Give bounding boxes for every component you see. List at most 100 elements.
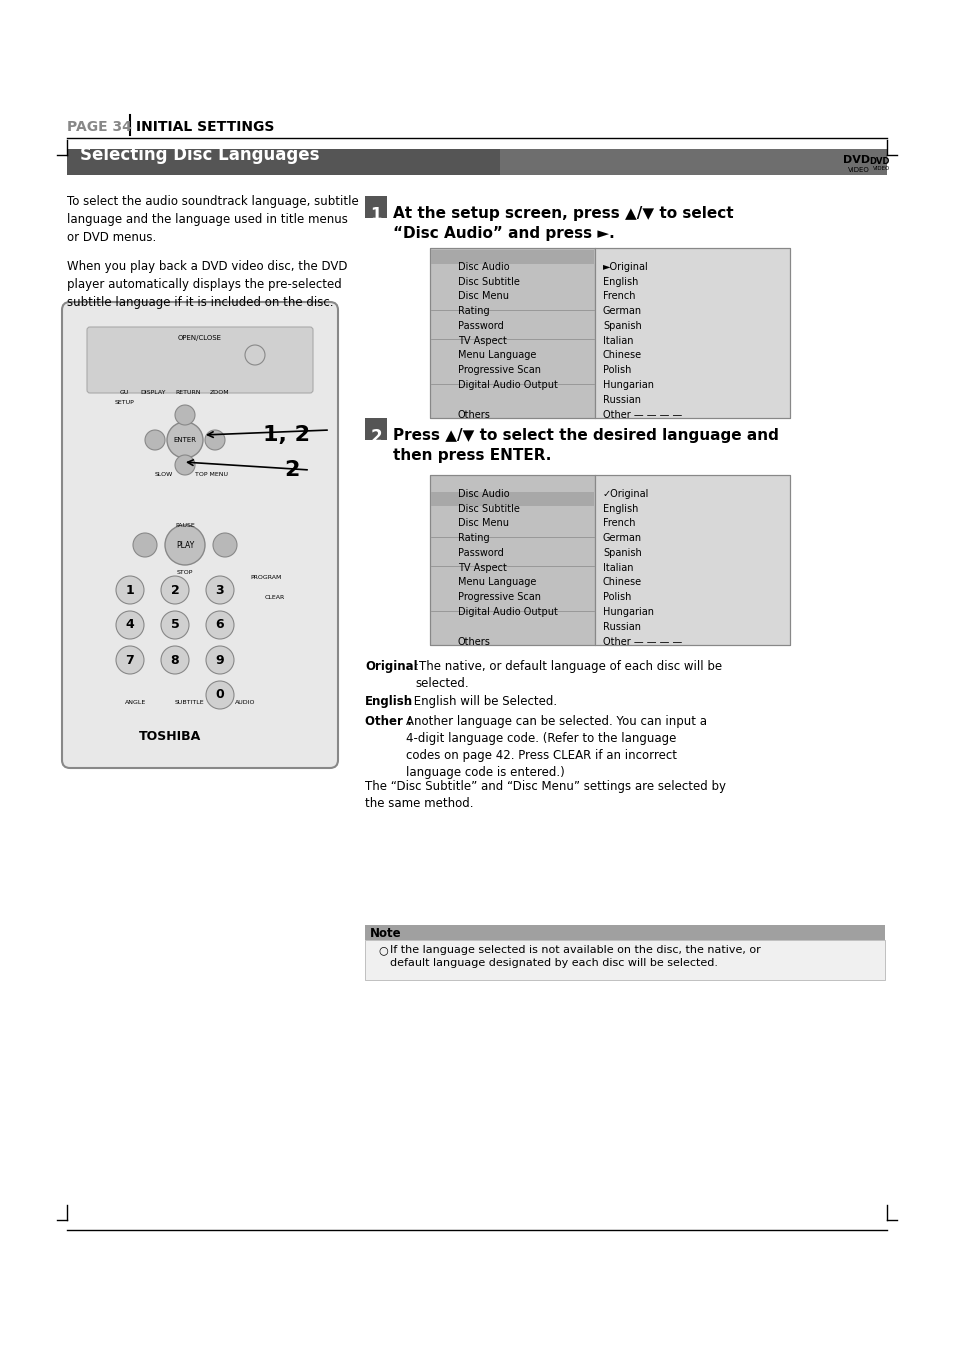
Text: Digital Audio Output: Digital Audio Output xyxy=(457,380,558,390)
Text: Other :: Other : xyxy=(365,715,412,728)
Circle shape xyxy=(116,611,144,639)
Text: PROGRAM: PROGRAM xyxy=(250,576,281,580)
Text: VIDEO: VIDEO xyxy=(872,166,889,172)
Circle shape xyxy=(206,611,233,639)
Text: Selecting Disc Languages: Selecting Disc Languages xyxy=(80,146,319,163)
Text: TOSHIBA: TOSHIBA xyxy=(139,730,201,743)
Text: Spanish: Spanish xyxy=(602,322,641,331)
Text: Another language can be selected. You can input a
4-digit language code. (Refer : Another language can be selected. You ca… xyxy=(406,715,706,780)
Text: When you play back a DVD video disc, the DVD
player automatically displays the p: When you play back a DVD video disc, the… xyxy=(67,259,347,309)
Text: Others: Others xyxy=(457,409,491,420)
Text: PLAY: PLAY xyxy=(175,540,193,550)
Text: Others: Others xyxy=(457,636,491,647)
Text: Hungarian: Hungarian xyxy=(602,607,654,617)
Text: Disc Audio: Disc Audio xyxy=(457,489,509,499)
Text: 2: 2 xyxy=(171,584,179,597)
Circle shape xyxy=(116,646,144,674)
Text: PAGE 34: PAGE 34 xyxy=(67,120,132,134)
Text: 3: 3 xyxy=(215,584,224,597)
Circle shape xyxy=(174,455,194,476)
FancyBboxPatch shape xyxy=(595,476,789,644)
Text: 2: 2 xyxy=(370,428,381,446)
Text: Spanish: Spanish xyxy=(602,549,641,558)
Text: 1: 1 xyxy=(370,205,381,224)
Text: Password: Password xyxy=(457,322,503,331)
Text: ✓Original: ✓Original xyxy=(602,489,649,499)
Text: 9: 9 xyxy=(215,654,224,666)
Text: German: German xyxy=(602,534,641,543)
Text: SUBTITLE: SUBTITLE xyxy=(174,700,204,705)
FancyBboxPatch shape xyxy=(430,476,595,644)
Text: French: French xyxy=(602,292,635,301)
Text: The “Disc Subtitle” and “Disc Menu” settings are selected by
the same method.: The “Disc Subtitle” and “Disc Menu” sett… xyxy=(365,780,725,811)
Text: Digital Audio Output: Digital Audio Output xyxy=(457,607,558,617)
Text: 2: 2 xyxy=(284,459,299,480)
Text: 0: 0 xyxy=(215,689,224,701)
Circle shape xyxy=(205,430,225,450)
Polygon shape xyxy=(499,149,886,176)
Text: Polish: Polish xyxy=(602,365,631,376)
Text: TV Aspect: TV Aspect xyxy=(457,563,506,573)
FancyBboxPatch shape xyxy=(365,417,387,440)
Text: 8: 8 xyxy=(171,654,179,666)
Text: German: German xyxy=(602,307,641,316)
Circle shape xyxy=(161,576,189,604)
Text: 1, 2: 1, 2 xyxy=(263,426,310,444)
FancyBboxPatch shape xyxy=(87,327,313,393)
Text: English: English xyxy=(602,277,638,286)
Text: Note: Note xyxy=(370,927,401,940)
Text: : English will be Selected.: : English will be Selected. xyxy=(406,694,557,708)
FancyBboxPatch shape xyxy=(431,250,594,263)
Text: Progressive Scan: Progressive Scan xyxy=(457,365,540,376)
Text: SETUP: SETUP xyxy=(115,400,134,405)
Text: Disc Menu: Disc Menu xyxy=(457,519,509,528)
Text: SLOW: SLOW xyxy=(154,471,173,477)
Circle shape xyxy=(145,430,165,450)
Text: TV Aspect: TV Aspect xyxy=(457,335,506,346)
Text: English: English xyxy=(602,504,638,513)
Text: Chinese: Chinese xyxy=(602,577,641,588)
Text: DVD: DVD xyxy=(842,155,869,165)
Text: TOP MENU: TOP MENU xyxy=(194,471,228,477)
Text: Disc Subtitle: Disc Subtitle xyxy=(457,504,519,513)
Text: DVD: DVD xyxy=(868,157,889,166)
Text: Hungarian: Hungarian xyxy=(602,380,654,390)
Circle shape xyxy=(206,681,233,709)
Text: Polish: Polish xyxy=(602,592,631,603)
Text: VIDEO: VIDEO xyxy=(847,168,869,173)
Text: Italian: Italian xyxy=(602,563,633,573)
Text: French: French xyxy=(602,519,635,528)
FancyBboxPatch shape xyxy=(595,249,789,417)
Circle shape xyxy=(165,526,205,565)
Text: OPEN/CLOSE: OPEN/CLOSE xyxy=(178,335,222,340)
Circle shape xyxy=(213,534,236,557)
FancyBboxPatch shape xyxy=(365,940,884,979)
Text: Russian: Russian xyxy=(602,394,640,405)
FancyBboxPatch shape xyxy=(430,249,595,417)
Text: INITIAL SETTINGS: INITIAL SETTINGS xyxy=(136,120,274,134)
Circle shape xyxy=(206,646,233,674)
Text: English: English xyxy=(365,694,413,708)
Circle shape xyxy=(132,534,157,557)
Text: To select the audio soundtrack language, subtitle
language and the language used: To select the audio soundtrack language,… xyxy=(67,195,358,245)
Text: Italian: Italian xyxy=(602,335,633,346)
Text: Press ▲/▼ to select the desired language and
then press ENTER.: Press ▲/▼ to select the desired language… xyxy=(393,428,778,463)
Text: 7: 7 xyxy=(126,654,134,666)
Text: Disc Menu: Disc Menu xyxy=(457,292,509,301)
Text: Rating: Rating xyxy=(457,534,489,543)
Text: Chinese: Chinese xyxy=(602,350,641,361)
Text: STOP: STOP xyxy=(176,570,193,576)
Text: 4: 4 xyxy=(126,619,134,631)
Text: 5: 5 xyxy=(171,619,179,631)
Text: Other — — — —: Other — — — — xyxy=(602,636,681,647)
Text: :The native, or default language of each disc will be
selected.: :The native, or default language of each… xyxy=(415,661,721,690)
Circle shape xyxy=(116,576,144,604)
Text: 1: 1 xyxy=(126,584,134,597)
Text: Menu Language: Menu Language xyxy=(457,350,536,361)
Circle shape xyxy=(245,345,265,365)
FancyBboxPatch shape xyxy=(431,492,594,505)
FancyBboxPatch shape xyxy=(62,303,337,767)
Text: ANGLE: ANGLE xyxy=(125,700,146,705)
Text: Original: Original xyxy=(365,661,417,673)
Text: ZOOM: ZOOM xyxy=(210,390,230,394)
